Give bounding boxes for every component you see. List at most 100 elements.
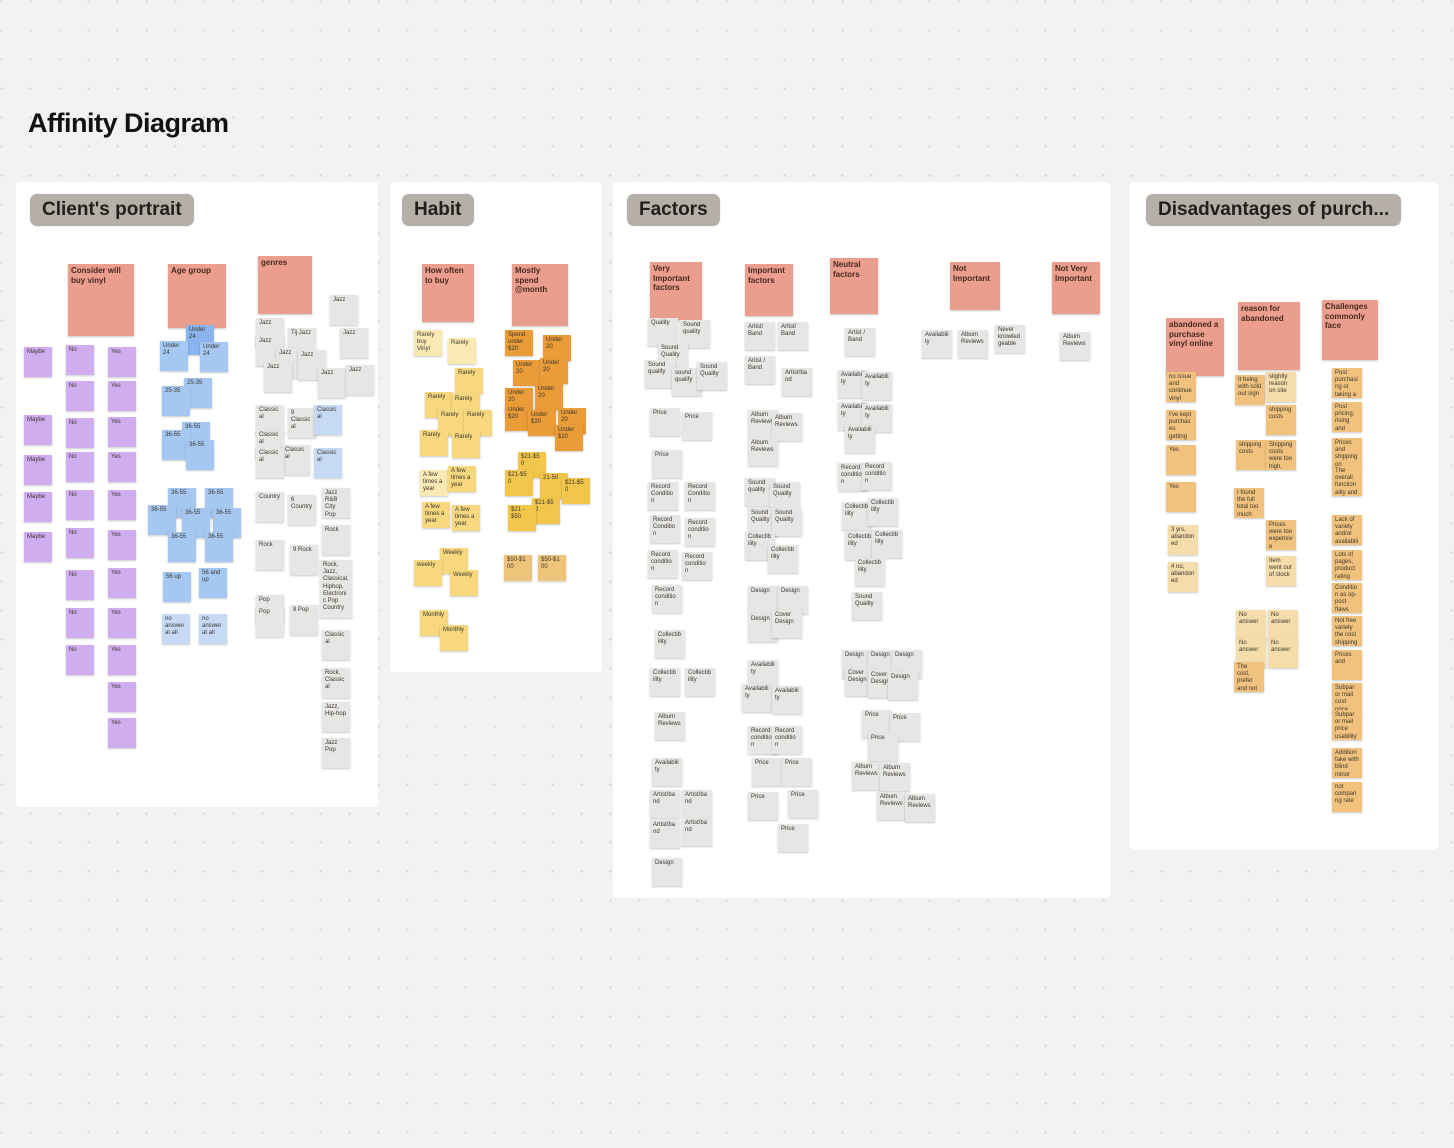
- sticky-note[interactable]: shipping costs: [1266, 405, 1296, 435]
- sticky-note[interactable]: Record condition: [772, 726, 802, 754]
- sticky-note[interactable]: Yes: [108, 490, 136, 520]
- sticky-note[interactable]: Cover Design: [772, 610, 802, 638]
- sticky-note[interactable]: No: [66, 418, 94, 448]
- sticky-note[interactable]: Collectibility: [768, 545, 798, 573]
- sticky-note[interactable]: 25-35: [162, 386, 190, 416]
- sticky-note[interactable]: Spend under $20: [505, 330, 533, 356]
- sticky-note[interactable]: Jazz: [330, 295, 358, 325]
- sticky-note[interactable]: 56 and up: [199, 568, 227, 598]
- sticky-note[interactable]: No: [66, 608, 94, 638]
- sticky-note[interactable]: Price: [752, 758, 782, 786]
- sticky-note[interactable]: 3 yrs, abandoned: [1168, 525, 1198, 555]
- frame-title-badge-habit[interactable]: Habit: [402, 194, 474, 226]
- sticky-note[interactable]: Jazz Pop: [322, 738, 350, 768]
- sticky-note[interactable]: Record condition: [652, 585, 682, 613]
- sticky-note[interactable]: No answer: [1268, 610, 1298, 640]
- sticky-note[interactable]: Classical: [314, 448, 342, 478]
- sticky-note[interactable]: $50-$100: [538, 555, 566, 581]
- sticky-note[interactable]: Pop: [256, 607, 284, 637]
- frame-title-badge-factors[interactable]: Factors: [627, 194, 720, 226]
- sticky-note[interactable]: Album Reviews: [748, 438, 778, 466]
- sticky-note[interactable]: Subpar or mail price usability and: [1332, 710, 1362, 740]
- sticky-note[interactable]: Lack of variety and/or availability and …: [1332, 515, 1362, 545]
- sticky-note[interactable]: Country: [256, 492, 284, 522]
- sticky-note[interactable]: shipping costs: [1236, 440, 1266, 470]
- sticky-note[interactable]: Artist / Band: [745, 356, 775, 384]
- sticky-note[interactable]: Never knowledgeable: [995, 325, 1025, 353]
- sticky-note[interactable]: Rarely: [448, 338, 476, 364]
- sticky-note[interactable]: Record condition: [682, 552, 712, 580]
- group-header-note[interactable]: Not Important: [950, 262, 1000, 310]
- group-header-note[interactable]: Consider will buy vinyl: [68, 264, 134, 336]
- sticky-note[interactable]: $21 - $50: [508, 505, 536, 531]
- sticky-note[interactable]: Album Reviews: [655, 712, 685, 740]
- frame-disadvantages[interactable]: Disadvantages of purch... abandoned a pur…: [1130, 182, 1438, 850]
- group-header-note[interactable]: Important factors: [745, 264, 793, 316]
- sticky-note[interactable]: Collectibility: [855, 558, 885, 586]
- sticky-note[interactable]: Record Condition: [650, 515, 680, 543]
- sticky-note[interactable]: A few times a year: [420, 470, 448, 496]
- sticky-note[interactable]: Price: [868, 733, 898, 761]
- group-header-note[interactable]: Very Important factors: [650, 262, 702, 320]
- sticky-note[interactable]: Album Reviews: [905, 794, 935, 822]
- sticky-note[interactable]: Artist/ Band: [745, 322, 775, 350]
- sticky-note[interactable]: Yes: [108, 568, 136, 598]
- group-header-note[interactable]: Not Very Important: [1052, 262, 1100, 314]
- sticky-note[interactable]: Sound Quality: [770, 482, 800, 510]
- sticky-note[interactable]: Sound Quality: [852, 592, 882, 620]
- sticky-note[interactable]: Collectibility: [655, 630, 685, 658]
- sticky-note[interactable]: Availability: [652, 758, 682, 786]
- sticky-note[interactable]: Artist / Band: [845, 328, 875, 356]
- sticky-note[interactable]: Rock: [322, 525, 350, 555]
- sticky-note[interactable]: Jazz: [340, 328, 368, 358]
- sticky-note[interactable]: A few times a year: [448, 466, 476, 492]
- sticky-note[interactable]: 36-55: [148, 505, 176, 535]
- sticky-note[interactable]: Under 20: [535, 384, 563, 410]
- sticky-note[interactable]: 56 up: [163, 572, 191, 602]
- sticky-note[interactable]: Prices were too expensive: [1266, 520, 1296, 550]
- group-header-note[interactable]: Mostly spend @month: [512, 264, 568, 326]
- sticky-note[interactable]: Availability: [742, 684, 772, 712]
- sticky-note[interactable]: Album Reviews: [1060, 332, 1090, 360]
- sticky-note[interactable]: Rarely: [464, 410, 492, 436]
- sticky-note[interactable]: Yes: [108, 381, 136, 411]
- sticky-note[interactable]: Album Reviews: [772, 413, 802, 441]
- sticky-note[interactable]: 36-55: [186, 440, 214, 470]
- sticky-note[interactable]: Availability: [748, 660, 778, 688]
- sticky-note[interactable]: Yes: [1166, 445, 1196, 475]
- sticky-note[interactable]: slightly reason on site: [1266, 372, 1296, 402]
- sticky-note[interactable]: A few times a year: [452, 505, 480, 531]
- group-header-note[interactable]: Challenges commonly face: [1322, 300, 1378, 360]
- sticky-note[interactable]: Rock, Jazz, Classical, Hiphop, Electroni…: [320, 560, 352, 618]
- sticky-note[interactable]: Yes: [108, 452, 136, 482]
- sticky-note[interactable]: Album Reviews: [958, 330, 988, 358]
- sticky-note[interactable]: No answer: [1268, 638, 1298, 668]
- sticky-note[interactable]: Under 20: [513, 360, 541, 386]
- sticky-note[interactable]: Design: [778, 586, 808, 614]
- page-title[interactable]: Affinity Diagram: [28, 108, 229, 138]
- sticky-note[interactable]: Artist/band: [682, 790, 712, 818]
- sticky-note[interactable]: Under 24: [200, 342, 228, 372]
- sticky-note[interactable]: Weekly: [450, 570, 478, 596]
- sticky-note[interactable]: Availability: [845, 425, 875, 453]
- sticky-note[interactable]: Availability: [922, 330, 952, 358]
- sticky-note[interactable]: The cost, prefer and not purchased: [1234, 662, 1264, 692]
- sticky-note[interactable]: Record Condition: [648, 482, 678, 510]
- sticky-note[interactable]: Jazz: [346, 365, 374, 395]
- sticky-note[interactable]: Artist/band: [682, 818, 712, 846]
- group-header-note[interactable]: abandoned a purchase vinyl online: [1166, 318, 1224, 376]
- sticky-note[interactable]: Sound Quality: [772, 508, 802, 536]
- sticky-note[interactable]: Quality: [648, 318, 678, 346]
- sticky-note[interactable]: Design: [748, 586, 778, 614]
- sticky-note[interactable]: No: [66, 570, 94, 600]
- sticky-note[interactable]: A few times a year: [422, 502, 450, 528]
- sticky-note[interactable]: $50-$100: [504, 555, 532, 581]
- sticky-note[interactable]: Price: [682, 412, 712, 440]
- sticky-note[interactable]: No: [66, 528, 94, 558]
- sticky-note[interactable]: Price: [788, 790, 818, 818]
- sticky-note[interactable]: Artist/band: [650, 820, 680, 848]
- sticky-note[interactable]: No: [66, 345, 94, 375]
- sticky-note[interactable]: Under 20: [543, 335, 571, 361]
- sticky-note[interactable]: Price: [650, 408, 680, 436]
